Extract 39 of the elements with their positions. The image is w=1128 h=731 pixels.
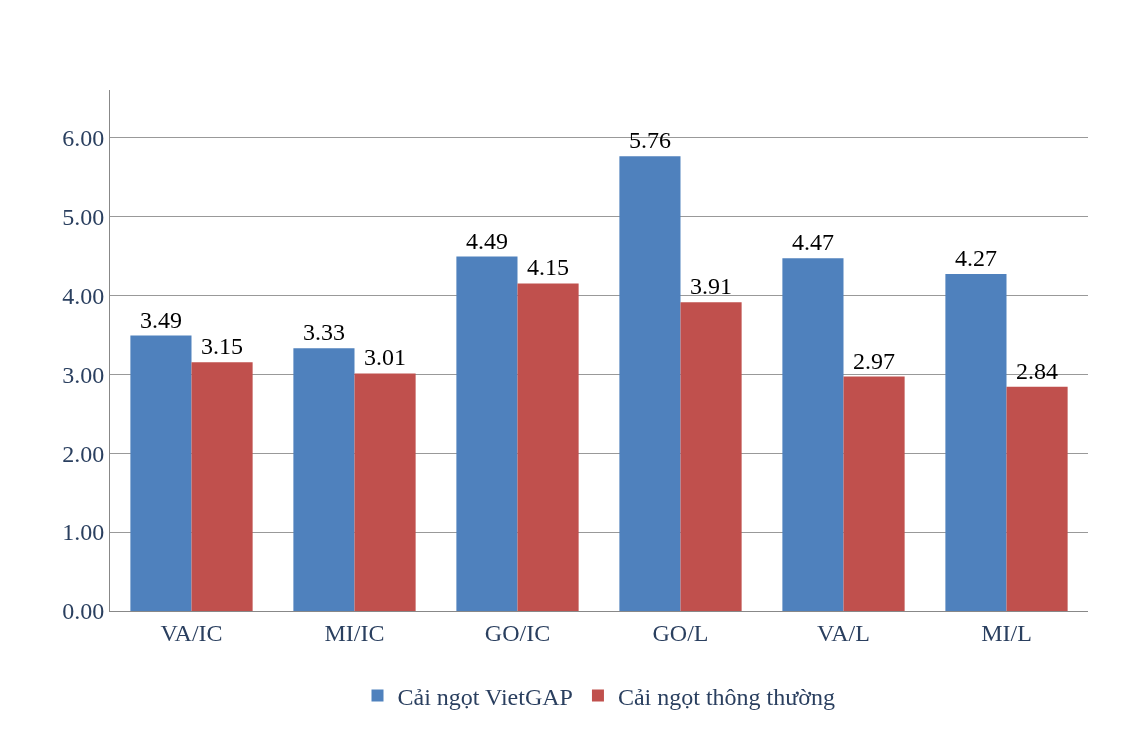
bar [517, 283, 579, 611]
bar [843, 376, 905, 611]
y-tick-label: 3.00 [62, 361, 105, 388]
legend-label: Cải ngọt VietGAP [397, 683, 573, 710]
data-label: 4.47 [791, 229, 834, 256]
bar [1006, 386, 1068, 611]
bar [191, 362, 253, 611]
data-label: 3.91 [690, 273, 733, 300]
data-label: 3.01 [364, 344, 407, 371]
bar [680, 302, 742, 611]
bar [619, 156, 681, 611]
bar [945, 273, 1007, 611]
y-tick-label: 5.00 [62, 203, 105, 230]
bar [456, 256, 518, 611]
x-tick-label: GO/L [652, 619, 709, 646]
data-label: 3.15 [201, 333, 244, 360]
x-tick-label: VA/IC [160, 619, 223, 646]
data-label: 4.15 [527, 254, 570, 281]
data-label: 3.49 [139, 306, 182, 333]
data-label: 2.84 [1016, 357, 1059, 384]
y-tick-label: 4.00 [62, 282, 105, 309]
data-label: 4.27 [954, 244, 997, 271]
data-label: 4.49 [465, 227, 508, 254]
y-tick-label: 0.00 [62, 598, 105, 625]
x-tick-label: VA/L [817, 619, 870, 646]
y-tick-label: 1.00 [62, 519, 105, 546]
bar [293, 348, 355, 611]
bar [354, 373, 416, 611]
bar [130, 335, 192, 611]
data-label: 3.33 [302, 319, 345, 346]
data-label: 5.76 [628, 127, 671, 154]
x-tick-label: MI/L [981, 619, 1032, 646]
legend-label: Cải ngọt thông thường [617, 683, 835, 710]
y-tick-label: 2.00 [62, 440, 105, 467]
x-tick-label: GO/IC [484, 619, 551, 646]
bar [782, 258, 844, 611]
x-tick-label: MI/IC [324, 619, 385, 646]
y-tick-label: 6.00 [62, 124, 105, 151]
data-label: 2.97 [853, 347, 896, 374]
